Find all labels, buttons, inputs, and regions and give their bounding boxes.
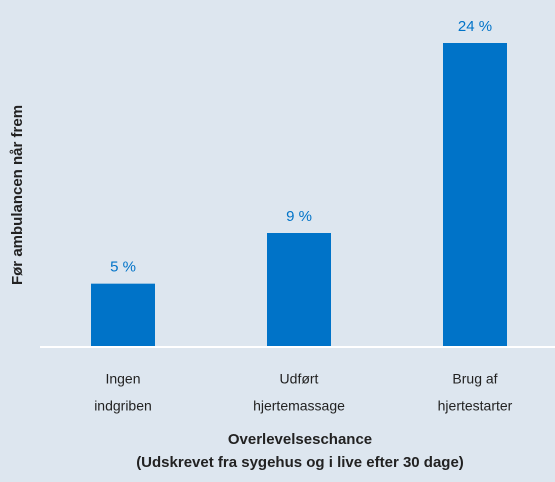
value-label: 9 % bbox=[286, 208, 312, 225]
bar bbox=[91, 283, 155, 347]
bar bbox=[267, 233, 331, 347]
x-tick-label: hjertestarter bbox=[438, 398, 513, 414]
value-label: 24 % bbox=[458, 18, 492, 35]
x-tick-label: Udført bbox=[280, 371, 319, 387]
bar bbox=[443, 43, 507, 347]
x-tick-label: Brug af bbox=[452, 371, 497, 387]
x-tick-label: Ingen bbox=[105, 371, 140, 387]
value-label: 5 % bbox=[110, 259, 136, 276]
x-tick-label: hjertemassage bbox=[253, 398, 345, 414]
x-axis-label: Overlevelseschance bbox=[228, 431, 372, 448]
y-axis-label: Før ambulancen når frem bbox=[9, 105, 26, 285]
x-tick-label: indgriben bbox=[94, 398, 152, 414]
x-axis-label: (Udskrevet fra sygehus og i live efter 3… bbox=[136, 454, 464, 471]
